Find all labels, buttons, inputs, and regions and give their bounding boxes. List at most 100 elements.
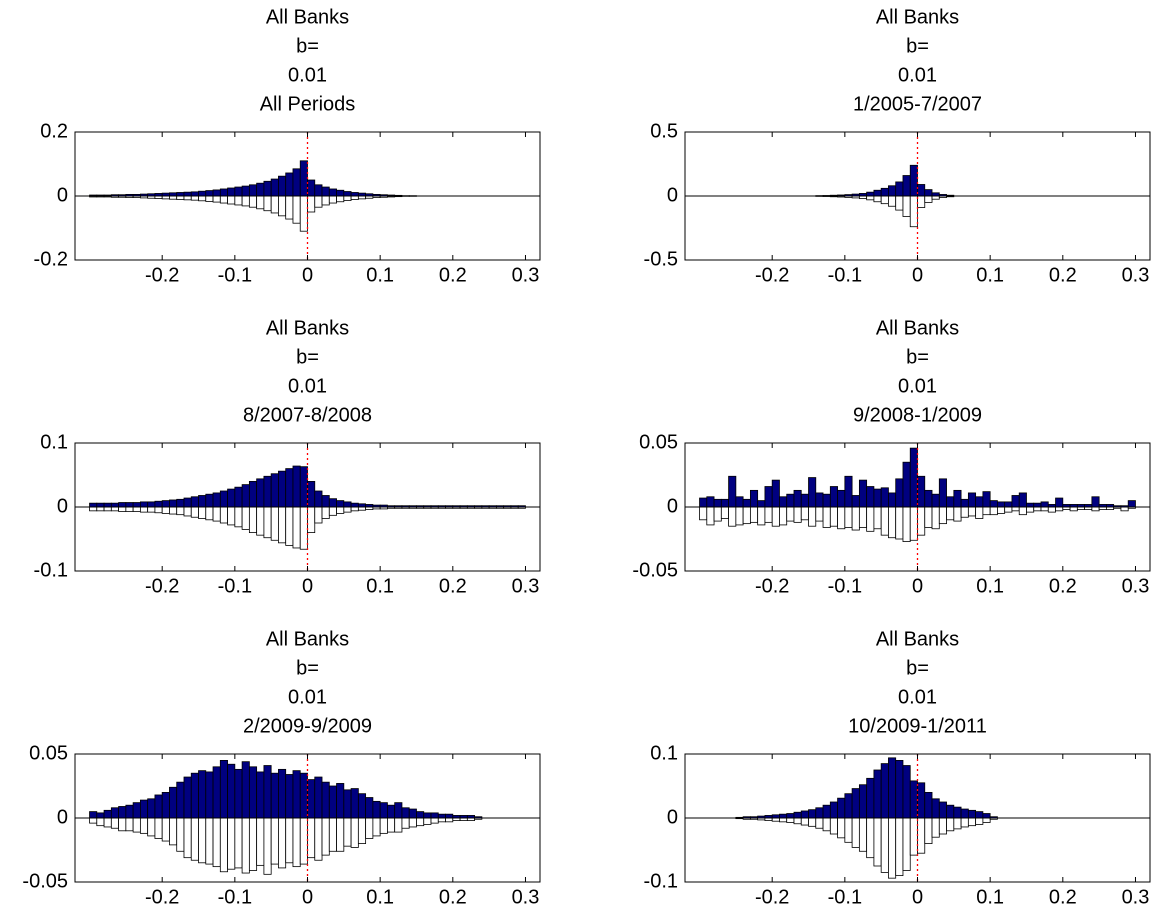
bar bbox=[219, 760, 228, 819]
bar bbox=[183, 195, 192, 201]
bar bbox=[139, 817, 149, 834]
bar bbox=[924, 792, 933, 819]
bar bbox=[132, 502, 141, 508]
bar bbox=[292, 168, 301, 197]
bar bbox=[321, 195, 330, 206]
bar bbox=[248, 506, 258, 534]
bar bbox=[285, 468, 294, 508]
bar bbox=[139, 506, 149, 513]
bar bbox=[219, 490, 228, 508]
x-tick-label: -0.2 bbox=[755, 886, 789, 908]
bar bbox=[278, 817, 287, 869]
bar bbox=[299, 772, 308, 819]
bar bbox=[866, 506, 875, 532]
bar bbox=[931, 817, 940, 838]
bar bbox=[263, 765, 272, 819]
bar bbox=[212, 506, 221, 522]
bar bbox=[1004, 506, 1013, 513]
bar bbox=[307, 779, 316, 819]
bar bbox=[423, 812, 432, 819]
bar bbox=[728, 475, 737, 508]
title-line: 0.01 bbox=[288, 686, 327, 708]
bar bbox=[895, 195, 904, 211]
bar bbox=[430, 817, 439, 824]
bar bbox=[917, 506, 926, 536]
bar bbox=[256, 817, 265, 866]
bar bbox=[408, 817, 417, 828]
bar bbox=[800, 810, 809, 819]
bar bbox=[307, 179, 316, 197]
x-tick-label: 0 bbox=[302, 886, 313, 908]
bar bbox=[118, 817, 127, 832]
bar bbox=[321, 495, 330, 508]
bar bbox=[822, 506, 831, 528]
bar bbox=[190, 772, 199, 819]
x-tick-label: -0.1 bbox=[218, 264, 252, 286]
bar bbox=[176, 506, 185, 516]
bar bbox=[416, 817, 425, 827]
bar bbox=[110, 506, 119, 512]
bar bbox=[1026, 502, 1035, 508]
bar bbox=[902, 765, 911, 819]
bar bbox=[328, 188, 337, 197]
title-line: b= bbox=[906, 35, 929, 57]
bar bbox=[219, 188, 228, 197]
bar bbox=[1069, 506, 1078, 512]
bar bbox=[430, 812, 439, 819]
bar bbox=[299, 160, 308, 197]
bar bbox=[263, 506, 272, 539]
bar bbox=[837, 506, 846, 530]
bar bbox=[256, 182, 265, 197]
bar bbox=[241, 484, 250, 508]
x-tick-label: 0.3 bbox=[1122, 264, 1150, 286]
bar bbox=[728, 506, 737, 527]
bar bbox=[786, 506, 795, 522]
bar bbox=[205, 817, 214, 865]
bar bbox=[103, 502, 112, 508]
title-line: All Banks bbox=[266, 6, 349, 28]
bar bbox=[357, 793, 367, 819]
bar bbox=[110, 807, 119, 819]
bar bbox=[314, 490, 323, 508]
bar bbox=[866, 191, 875, 197]
x-tick-label: -0.1 bbox=[828, 886, 862, 908]
y-tick-label: -0.5 bbox=[644, 248, 678, 270]
bar bbox=[198, 195, 207, 202]
bar bbox=[394, 802, 403, 819]
bar bbox=[183, 497, 192, 508]
x-tick-label: -0.2 bbox=[145, 264, 179, 286]
bar bbox=[176, 817, 185, 852]
bar bbox=[227, 763, 236, 819]
title-line: All Banks bbox=[266, 628, 349, 650]
x-tick-label: 0 bbox=[912, 886, 923, 908]
bar bbox=[837, 817, 846, 839]
bar bbox=[880, 817, 889, 873]
bar bbox=[851, 495, 860, 508]
bar bbox=[89, 502, 98, 508]
bar bbox=[880, 506, 889, 536]
title-line: All Banks bbox=[876, 317, 959, 339]
bar bbox=[779, 817, 788, 823]
bar bbox=[299, 466, 308, 508]
bar bbox=[895, 478, 904, 508]
bar bbox=[764, 486, 773, 508]
bar bbox=[256, 195, 265, 210]
title-line: 9/2008-1/2009 bbox=[853, 404, 982, 426]
bar bbox=[866, 777, 875, 819]
bar bbox=[975, 817, 984, 825]
bar bbox=[808, 809, 817, 819]
bar bbox=[997, 506, 1006, 514]
bar bbox=[292, 195, 301, 224]
bar bbox=[931, 493, 940, 508]
bar bbox=[256, 478, 265, 508]
bar bbox=[742, 506, 751, 525]
bar bbox=[118, 806, 127, 819]
bar bbox=[263, 195, 272, 212]
bar bbox=[234, 186, 243, 197]
bar bbox=[909, 817, 918, 856]
bar bbox=[154, 506, 163, 514]
title-line: b= bbox=[296, 346, 319, 368]
bar bbox=[909, 506, 918, 541]
x-tick-label: -0.1 bbox=[218, 886, 252, 908]
bar bbox=[917, 195, 926, 208]
